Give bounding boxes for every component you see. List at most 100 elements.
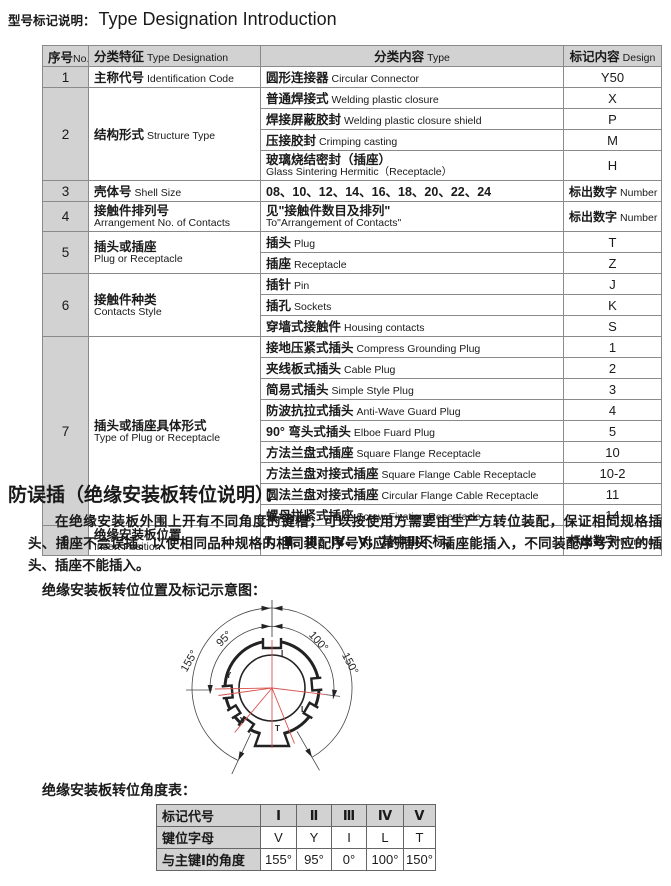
angle-cell: 95° <box>296 848 332 871</box>
feature-cell: 绝缘安装板位置 Insert Position <box>88 525 261 556</box>
angle-table-row: 键位字母 V Y I L T <box>156 826 436 849</box>
table-row: 1 主称代号 Identification Code 圆形连接器 Circular … <box>42 66 662 88</box>
angle-row-label: 与主键Ⅰ的角度 <box>156 848 261 871</box>
keyway-rotation-diagram: I Y V T L 95° 155° 100° 150° <box>179 600 360 775</box>
row-no: 3 <box>42 180 89 202</box>
table-header-row: 序号No. 分类特征 Type Designation 分类内容 Type 标记内容… <box>42 45 662 67</box>
angle-cell: T <box>403 826 436 849</box>
content-cell: 方法兰盘对接式插座 Square Flange Cable Receptacle <box>260 462 564 484</box>
angle-cell: 100° <box>366 848 404 871</box>
row-no: 6 <box>42 273 89 337</box>
row-no: 2 <box>42 87 89 181</box>
header-no: 序号No. <box>42 45 89 67</box>
key-letter-right: L <box>301 705 306 714</box>
dimension-arrows <box>207 605 338 761</box>
table-row: 6 接触件种类 Contacts Style 插针 Pin J <box>42 273 662 337</box>
feature-cell: 结构形式 Structure Type <box>88 87 261 181</box>
table-row: 穿墙式接触件 Housing contacts S <box>43 315 662 337</box>
content-cell: 插座 Receptacle <box>260 252 564 274</box>
mark-cell: 2 <box>563 357 662 379</box>
feature-cell: 插头或插座 Plug or Receptacle <box>88 231 261 274</box>
row-no: 8 <box>42 525 89 556</box>
section-paragraph: 在绝缘安装板外围上开有不同角度的键槽，可以按使用方需要由生产方转位装配，保证相同… <box>28 514 662 573</box>
angle-cell: Y <box>296 826 332 849</box>
mark-cell: J <box>563 273 662 295</box>
angle-cell: Ⅱ <box>296 804 332 827</box>
table-row: 3 壳体号 Shell Size 08、10、12、14、16、18、20、22、… <box>42 180 662 202</box>
content-cell: Ⅰ、Ⅱ、Ⅲ、Ⅳ、Ⅴ，其中Ⅲ不标。 <box>260 525 564 556</box>
content-cell: 压接胶封 Crimping casting <box>260 129 564 151</box>
keyway-notch-Y <box>220 684 234 700</box>
diagram-caption: 绝缘安装板转位位置及标记示意图： <box>42 582 266 598</box>
angle-cell: Ⅲ <box>331 804 367 827</box>
table-row: 压接胶封 Crimping casting M <box>43 129 662 151</box>
mark-cell: 5 <box>563 420 662 442</box>
angle-label-100: 100° <box>306 629 330 654</box>
page-title-zh: 型号标记说明： <box>8 14 96 28</box>
table-row: 5 插头或插座 Plug or Receptacle 插头 Plug T <box>42 231 662 274</box>
mark-cell: 10-2 <box>563 462 662 484</box>
angle-cell: Ⅰ <box>260 804 297 827</box>
table-row: 4 接触件排列号 Arrangement No. of Contacts 见"接触… <box>42 201 662 232</box>
mark-cell: H <box>563 150 662 181</box>
mark-cell: 标出数字 Number <box>563 201 662 232</box>
content-cell: 夹线板式插头 Cable Plug <box>260 357 564 379</box>
angle-cell: V <box>260 826 297 849</box>
content-cell: 穿墙式接触件 Housing contacts <box>260 315 564 337</box>
content-cell: 插孔 Sockets <box>260 294 564 316</box>
content-cell: 玻璃烧结密封（插座） Glass Sintering Hermitic（Recep… <box>260 150 564 181</box>
keyway-notch-small-left <box>226 703 243 720</box>
red-index-lines <box>214 640 326 748</box>
angle-label-155: 155° <box>179 648 201 674</box>
feature-cell: 接触件种类 Contacts Style <box>88 273 261 337</box>
section-heading: 防误插（绝缘安装板转位说明）： <box>8 485 284 506</box>
mark-cell: P <box>563 108 662 130</box>
table-row: 简易式插头 Simple Style Plug 3 <box>43 378 662 400</box>
key-letter-bottom-left: V <box>240 716 246 725</box>
mark-cell: M <box>563 129 662 151</box>
content-cell: 见"接触件数目及排列" To"Arrangement of Contacts" <box>260 201 564 232</box>
table-row: 焊接屏蔽胶封 Welding plastic closure shield P <box>43 108 662 130</box>
mark-cell: 4 <box>563 399 662 421</box>
row-no: 4 <box>42 201 89 232</box>
header-content: 分类内容 Type <box>260 45 564 67</box>
table-row: 圆法兰盘对接式插座 Circular Flange Cable Receptacl… <box>43 483 662 505</box>
feature-cell: 接触件排列号 Arrangement No. of Contacts <box>88 201 261 232</box>
content-cell: 方法兰盘式插座 Square Flange Receptacle <box>260 441 564 463</box>
content-cell: 普通焊接式 Welding plastic closure <box>260 87 564 109</box>
angle-cell: L <box>366 826 404 849</box>
angle-cell: 150° <box>403 848 436 871</box>
angle-table-row: 标记代号 Ⅰ Ⅱ Ⅲ Ⅳ Ⅴ <box>156 804 436 827</box>
angle-cell: 0° <box>331 848 367 871</box>
feature-cell: 主称代号 Identification Code <box>88 66 261 88</box>
feature-cell: 壳体号 Shell Size <box>88 180 261 202</box>
content-cell: 插头 Plug <box>260 231 564 253</box>
keyway-notch-V <box>237 715 256 734</box>
mark-cell: 10 <box>563 441 662 463</box>
angle-cell: 155° <box>260 848 297 871</box>
header-design: 标记内容 Design <box>563 45 662 67</box>
table-row: 7 插头或插座具体形式 Type of Plug or Receptacle 接地… <box>42 336 662 526</box>
header-feature: 分类特征 Type Designation <box>88 45 261 67</box>
mark-cell: Z <box>563 252 662 274</box>
mark-cell: X <box>563 87 662 109</box>
keyway-notch-small-right <box>310 676 324 692</box>
key-letter-left: Y <box>226 671 232 680</box>
table-row: 插座 Receptacle Z <box>43 252 662 274</box>
angle-table-caption: 绝缘安装板转位角度表： <box>42 782 196 798</box>
mark-cell: T <box>563 231 662 253</box>
rotation-angle-table: 标记代号 Ⅰ Ⅱ Ⅲ Ⅳ Ⅴ 键位字母 V Y I L T 与主键Ⅰ的角度 15… <box>156 804 436 871</box>
table-row: 2 结构形式 Structure Type 普通焊接式 Welding plasti… <box>42 87 662 181</box>
row-no: 1 <box>42 66 89 88</box>
table-row: 玻璃烧结密封（插座） Glass Sintering Hermitic（Recep… <box>43 150 662 181</box>
angle-row-label: 标记代号 <box>156 804 261 827</box>
mark-cell: 1 <box>563 336 662 358</box>
table-row: 8 绝缘安装板位置 Insert Position Ⅰ、Ⅱ、Ⅲ、Ⅳ、Ⅴ，其中Ⅲ不标… <box>42 525 662 556</box>
content-cell: 插针 Pin <box>260 273 564 295</box>
mark-cell: 11 <box>563 483 662 505</box>
angle-label-95: 95° <box>214 629 234 649</box>
mark-cell: S <box>563 315 662 337</box>
angle-row-label: 键位字母 <box>156 826 261 849</box>
row-no: 7 <box>42 336 89 526</box>
